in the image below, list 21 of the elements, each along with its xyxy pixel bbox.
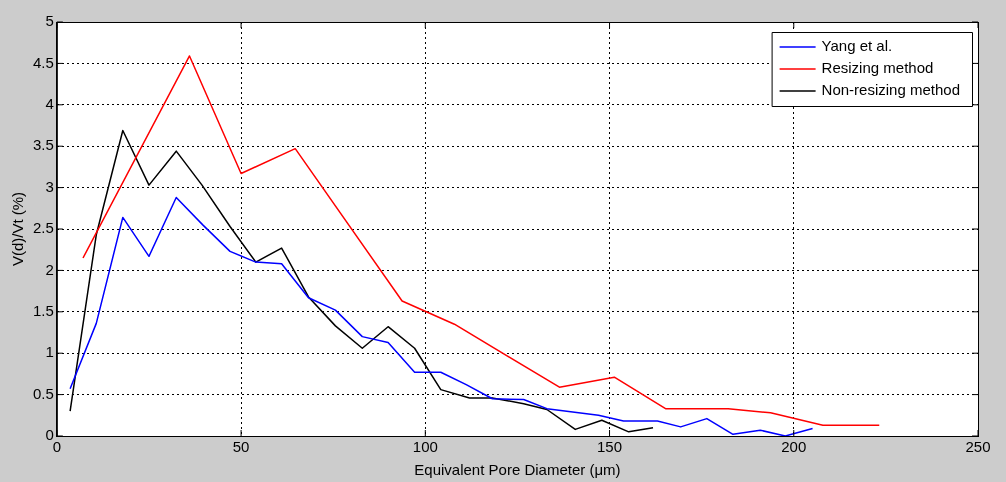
- y-tick-label: 2: [45, 260, 54, 278]
- legend-label: Non-resizing method: [821, 81, 961, 99]
- x-tick-label: 50: [232, 438, 250, 456]
- y-tick-label: 4: [45, 94, 54, 112]
- y-axis-title: V(d)/Vt (%): [9, 191, 27, 267]
- y-tick-label: 0.5: [32, 384, 54, 402]
- legend-label: Yang et al.: [821, 37, 893, 55]
- legend-label: Resizing method: [821, 59, 934, 77]
- y-tick-label: 1.5: [32, 301, 54, 319]
- x-axis-title: Equivalent Pore Diameter (μm): [414, 461, 621, 479]
- x-tick-label: 100: [412, 438, 438, 456]
- y-tick-label: 3: [45, 177, 54, 195]
- y-tick-label: 4.5: [32, 53, 54, 71]
- x-tick-label: 250: [965, 438, 991, 456]
- y-tick-label: 1: [45, 343, 54, 361]
- x-tick-label: 150: [597, 438, 623, 456]
- y-tick-label: 3.5: [32, 136, 54, 154]
- y-tick-label: 5: [45, 12, 54, 30]
- x-tick-label: 200: [781, 438, 807, 456]
- y-tick-label: 0: [45, 426, 54, 444]
- y-tick-label: 2.5: [32, 219, 54, 237]
